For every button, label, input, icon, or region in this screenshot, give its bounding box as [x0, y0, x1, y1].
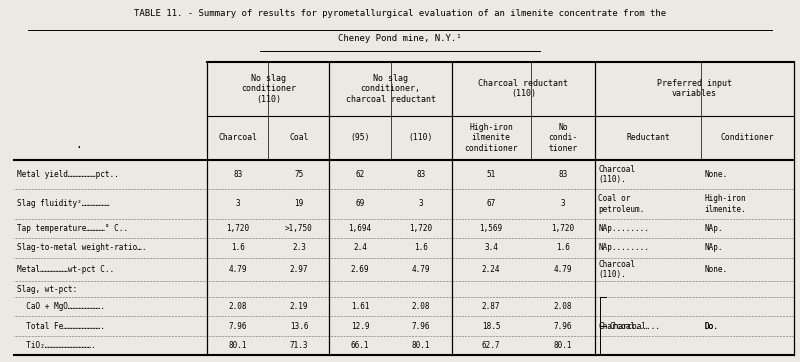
- Text: (95): (95): [350, 134, 370, 143]
- Text: 19: 19: [294, 199, 303, 209]
- Text: 2.3: 2.3: [292, 244, 306, 252]
- Text: 71.3: 71.3: [290, 341, 308, 350]
- Text: Reductant: Reductant: [626, 134, 670, 143]
- Text: 4.79: 4.79: [229, 265, 247, 274]
- Text: Charcoal: Charcoal: [218, 134, 258, 143]
- Text: 1,720: 1,720: [226, 224, 250, 233]
- Text: 2.87: 2.87: [482, 302, 500, 311]
- Text: 1.61: 1.61: [350, 302, 370, 311]
- Text: 62.7: 62.7: [482, 341, 500, 350]
- Text: 2.08: 2.08: [229, 302, 247, 311]
- Text: 2.97: 2.97: [290, 265, 308, 274]
- Text: 1,569: 1,569: [479, 224, 502, 233]
- Text: TiO₂………………………….: TiO₂………………………….: [17, 341, 95, 350]
- Text: 2.4: 2.4: [353, 244, 367, 252]
- Text: Slag-to-metal weight-ratio….: Slag-to-metal weight-ratio….: [17, 244, 146, 252]
- Text: 18.5: 18.5: [482, 322, 500, 331]
- Text: >1,750: >1,750: [285, 224, 313, 233]
- Text: Total Fe…………………….: Total Fe…………………….: [17, 322, 105, 331]
- Text: 75: 75: [294, 170, 303, 179]
- Text: None.: None.: [704, 170, 727, 179]
- Text: .: .: [75, 140, 82, 150]
- Text: High-iron
ilmenite
conditioner: High-iron ilmenite conditioner: [464, 123, 518, 153]
- Text: Do.: Do.: [704, 322, 718, 331]
- Text: 80.1: 80.1: [554, 341, 572, 350]
- Text: Slag fluidity²………………: Slag fluidity²………………: [17, 199, 110, 209]
- Text: 7.96: 7.96: [554, 322, 572, 331]
- Text: NAp.: NAp.: [704, 224, 723, 233]
- Text: Charcoal reductant
(110): Charcoal reductant (110): [478, 79, 568, 98]
- Text: Preferred input
variables: Preferred input variables: [657, 79, 732, 98]
- Text: Do.: Do.: [704, 322, 718, 331]
- Text: TABLE 11. - Summary of results for pyrometallurgical evaluation of an ilmenite c: TABLE 11. - Summary of results for pyrom…: [134, 9, 666, 18]
- Text: 83: 83: [234, 170, 242, 179]
- Text: 69: 69: [355, 199, 365, 209]
- Text: Conditioner: Conditioner: [721, 134, 774, 143]
- Text: Tap temperature…………° C..: Tap temperature…………° C..: [17, 224, 128, 233]
- Text: 2.08: 2.08: [554, 302, 572, 311]
- Text: 3: 3: [236, 199, 240, 209]
- Text: CaO + MgO………………….: CaO + MgO………………….: [17, 302, 105, 311]
- Text: 1.6: 1.6: [556, 244, 570, 252]
- Text: 2.24: 2.24: [482, 265, 500, 274]
- Text: Slag, wt-pct:: Slag, wt-pct:: [17, 285, 77, 294]
- Text: High-iron
ilmenite.: High-iron ilmenite.: [704, 194, 746, 214]
- Text: NAp........: NAp........: [598, 224, 650, 233]
- Text: 4.79: 4.79: [554, 265, 572, 274]
- Text: NAp........: NAp........: [598, 244, 650, 252]
- Text: 83: 83: [558, 170, 567, 179]
- Text: 62: 62: [355, 170, 365, 179]
- Text: Charcoal
(110).: Charcoal (110).: [598, 165, 635, 184]
- Text: Charcoal...: Charcoal...: [610, 322, 661, 331]
- Text: 4.79: 4.79: [412, 265, 430, 274]
- Text: 67: 67: [486, 199, 496, 209]
- Text: No slag
conditioner,
charcoal reductant: No slag conditioner, charcoal reductant: [346, 74, 435, 104]
- Text: 1,720: 1,720: [410, 224, 433, 233]
- Text: NAp.: NAp.: [704, 244, 723, 252]
- Text: 7.96: 7.96: [412, 322, 430, 331]
- Text: 3.4: 3.4: [484, 244, 498, 252]
- Text: 3: 3: [561, 199, 566, 209]
- Text: 2.69: 2.69: [350, 265, 370, 274]
- Text: Cheney Pond mine, N.Y.¹: Cheney Pond mine, N.Y.¹: [338, 34, 462, 43]
- Text: 51: 51: [486, 170, 496, 179]
- Text: 2.08: 2.08: [412, 302, 430, 311]
- Text: None.: None.: [704, 265, 727, 274]
- Text: 83: 83: [417, 170, 426, 179]
- Text: 7.96: 7.96: [229, 322, 247, 331]
- Text: (110): (110): [409, 134, 434, 143]
- Text: Coal or
petroleum.: Coal or petroleum.: [598, 194, 645, 214]
- Text: 2.19: 2.19: [290, 302, 308, 311]
- Text: 1,694: 1,694: [349, 224, 371, 233]
- Text: 12.9: 12.9: [350, 322, 370, 331]
- Text: Coal: Coal: [290, 134, 309, 143]
- Text: 1.6: 1.6: [414, 244, 428, 252]
- Text: No
condi-
tioner: No condi- tioner: [548, 123, 578, 153]
- Text: 1.6: 1.6: [231, 244, 245, 252]
- Text: Metal………………wt-pct C..: Metal………………wt-pct C..: [17, 265, 114, 274]
- Text: Charcoal...: Charcoal...: [598, 322, 650, 331]
- Text: No slag
conditioner
(110): No slag conditioner (110): [241, 74, 296, 104]
- Text: 80.1: 80.1: [412, 341, 430, 350]
- Text: Metal yield………………pct..: Metal yield………………pct..: [17, 170, 118, 179]
- Text: 66.1: 66.1: [350, 341, 370, 350]
- Text: 1,720: 1,720: [551, 224, 574, 233]
- Text: 80.1: 80.1: [229, 341, 247, 350]
- Text: 3: 3: [418, 199, 423, 209]
- Text: Charcoal
(110).: Charcoal (110).: [598, 260, 635, 279]
- Text: 13.6: 13.6: [290, 322, 308, 331]
